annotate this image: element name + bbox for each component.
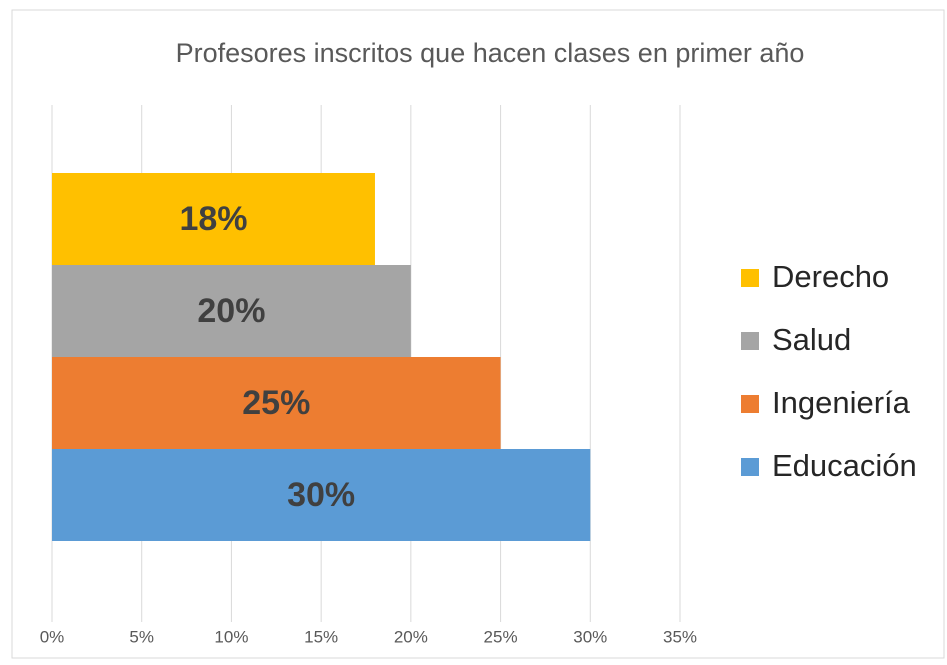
x-tick-label: 0% <box>40 627 65 646</box>
x-tick-label: 5% <box>129 627 154 646</box>
bar <box>52 449 591 541</box>
bar <box>52 265 411 357</box>
x-tick-label: 15% <box>304 627 338 646</box>
chart-title: Profesores inscritos que hacen clases en… <box>176 38 805 68</box>
x-tick-label: 20% <box>394 627 428 646</box>
x-tick-label: 10% <box>214 627 248 646</box>
legend-label: Salud <box>772 322 851 357</box>
data-label: 20% <box>197 292 265 330</box>
legend-swatch <box>741 269 759 287</box>
legend-swatch <box>741 458 759 476</box>
x-tick-label: 25% <box>484 627 518 646</box>
data-label: 30% <box>287 476 355 514</box>
legend-label: Ingeniería <box>772 385 911 420</box>
legend-label: Educación <box>772 448 917 483</box>
data-label: 18% <box>179 200 247 238</box>
bar <box>52 357 501 449</box>
legend-label: Derecho <box>772 259 889 294</box>
x-tick-label: 35% <box>663 627 697 646</box>
legend-swatch <box>741 332 759 350</box>
bar <box>52 173 375 265</box>
data-label: 25% <box>242 384 310 422</box>
legend-swatch <box>741 395 759 413</box>
x-tick-label: 30% <box>573 627 607 646</box>
